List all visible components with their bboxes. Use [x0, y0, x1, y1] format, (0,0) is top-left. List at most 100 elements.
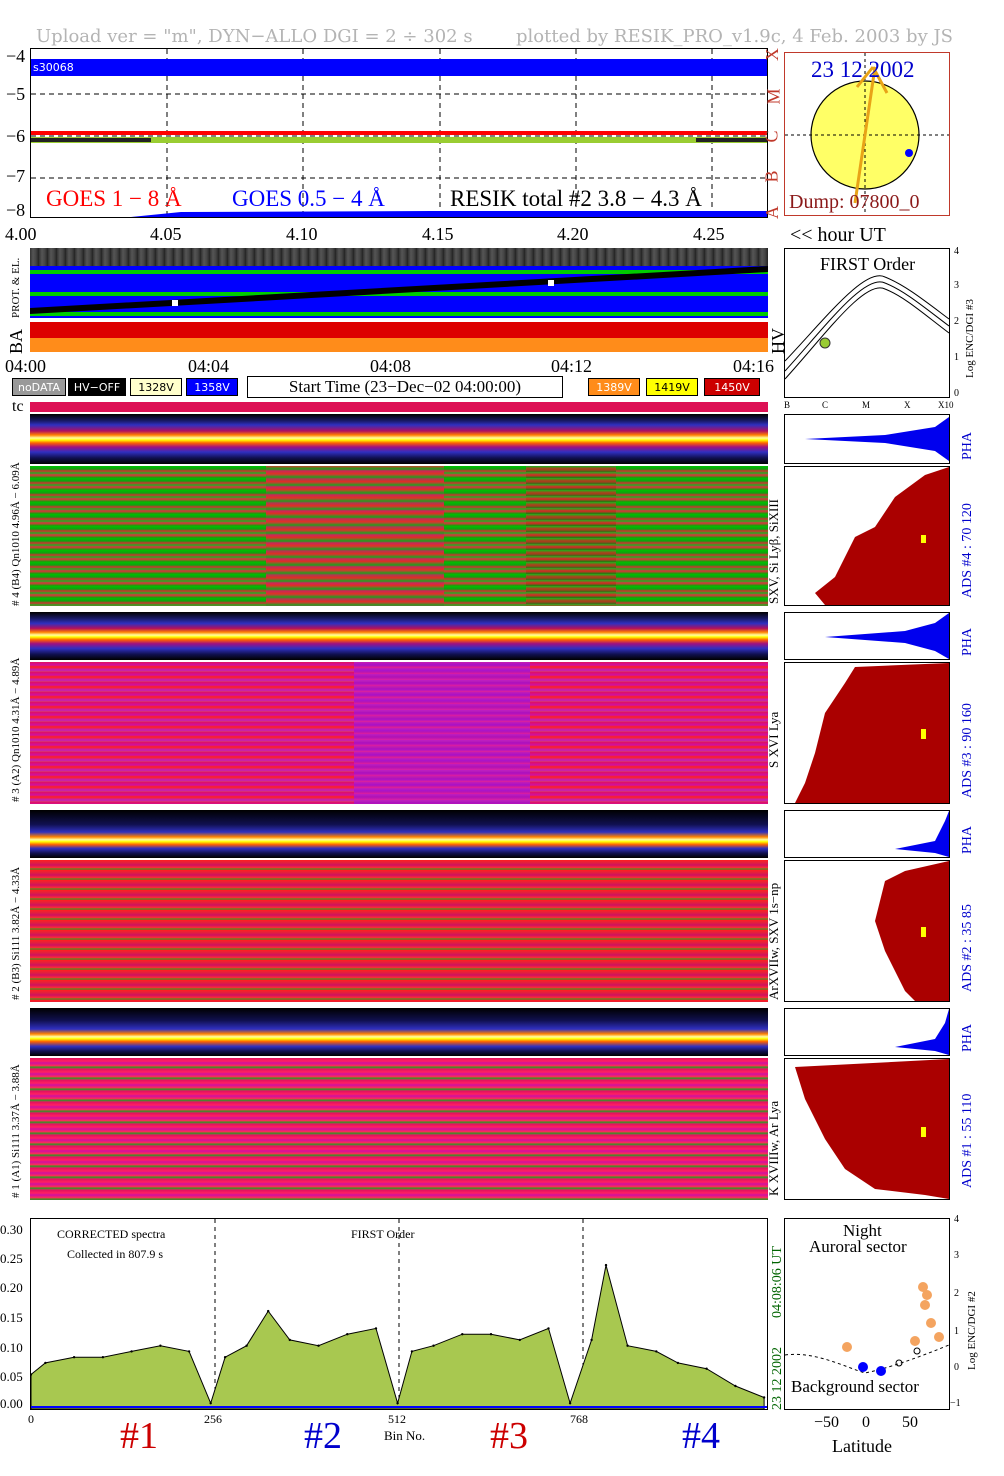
first-order-ylabel: Log ENC/DGI #3	[964, 299, 976, 378]
latitude-title-auroral: Auroral sector	[809, 1237, 907, 1256]
sun-orbit-track	[853, 66, 889, 204]
latitude-title-background: Background sector	[791, 1377, 919, 1396]
spectrum-panel: CORRECTED spectra Collected in 807.9 s F…	[30, 1218, 768, 1410]
auroral-point-5	[926, 1318, 936, 1328]
channel-3-line-label: S XVI Lya	[766, 711, 781, 768]
first-order-ytick-0: 0	[954, 388, 959, 399]
channel-4-ads-marker	[921, 535, 926, 543]
channel-1-pha-svg	[895, 1009, 949, 1055]
spectrum-point	[547, 1327, 550, 1330]
channel-3-pha-image	[30, 612, 768, 660]
channel-2-pha-fill	[895, 811, 949, 857]
spectrum-point	[44, 1361, 47, 1365]
goes-class-x: X	[762, 48, 782, 61]
latitude-ytick-2: 2	[954, 1288, 959, 1299]
spectrum-ytick-0.15: 0.15	[0, 1310, 23, 1325]
first-order-xtick-x: X	[904, 400, 911, 410]
latitude-panel: Night Auroral sector Background sector	[784, 1218, 950, 1410]
channel-3-pha-plot	[784, 612, 950, 660]
spectrum-ytick-0.00: 0.00	[0, 1396, 23, 1411]
spectrum-ytick-0.30: 0.30	[0, 1222, 23, 1237]
spectrum-point	[590, 1338, 593, 1342]
goes-black-noise-left	[31, 138, 151, 142]
section-label-4: #4	[682, 1415, 720, 1457]
time-tick-5: 04:16	[733, 356, 775, 376]
time-tick-2: 04:04	[188, 356, 230, 376]
spectrum-text-corrected: CORRECTED spectra	[57, 1227, 166, 1241]
spectrum-point	[101, 1356, 105, 1359]
hour-axis-label: << hour UT	[790, 224, 886, 246]
hour-tick-6: 4.25	[693, 224, 725, 244]
goes-black-noise-right	[696, 138, 767, 142]
goes-ytick-minus7: −7	[6, 166, 26, 186]
auroral-point-7	[910, 1336, 920, 1346]
channel-3-pha-svg	[825, 613, 949, 659]
spectrum-point	[317, 1344, 320, 1347]
first-order-ytick-2: 2	[954, 316, 959, 327]
channel-2-left-label: # 2 (B3) Si111 3.82Å − 4.33Å	[10, 866, 22, 1000]
section-label-1: #1	[120, 1415, 158, 1457]
hour-tick-5: 4.20	[557, 224, 589, 244]
channel-3-ads-marker	[921, 729, 926, 739]
channel-1-left-label: # 1 (A1) Si111 3.37Å − 3.88Å	[10, 1064, 22, 1198]
prot-el-diag-svg	[30, 266, 768, 314]
spectrum-text-first-order: FIRST Order	[351, 1227, 415, 1241]
spectrum-point	[705, 1367, 708, 1370]
spectrum-series-area	[31, 1264, 765, 1409]
legend-hv-off: HV−OFF	[68, 378, 126, 396]
latitude-xtick-0: 0	[862, 1414, 870, 1431]
channel-3-left-label: # 3 (A2) Qn1010 4.31Å − 4.89Å	[10, 657, 22, 802]
goes-ytick-minus8: −8	[6, 200, 26, 220]
legend-nodata: noDATA	[12, 378, 66, 396]
goes-class-b: B	[761, 170, 782, 183]
prot-el-green-1	[30, 270, 768, 274]
spectrum-point	[461, 1333, 464, 1336]
spectrum-point	[518, 1338, 521, 1342]
latitude-ytick-4: 4	[954, 1214, 959, 1225]
legend-1389v: 1389V	[588, 378, 640, 396]
goes-corner-label: s30068	[33, 61, 74, 74]
channel-1-spectrogram	[30, 1058, 768, 1200]
channel-2-ads-fill	[875, 861, 949, 1001]
spectrum-xlabel: Bin No.	[384, 1428, 426, 1443]
spectrum-point	[734, 1384, 737, 1388]
status-side-label-ba: BA	[6, 328, 26, 354]
channel-4-pha-image	[30, 414, 768, 464]
prot-el-marker-2	[548, 280, 554, 286]
goes-class-m: M	[763, 88, 784, 105]
channel-4-pha-label: PHA	[960, 431, 975, 460]
background-point-1	[858, 1362, 868, 1372]
spectrum-point	[604, 1263, 608, 1267]
spectrum-point	[267, 1309, 270, 1313]
channel-2-ads-marker	[921, 927, 926, 937]
first-order-marker	[819, 337, 831, 349]
spectrum-xtick-0: 0	[28, 1412, 34, 1426]
channel-1-pha-image	[30, 1008, 768, 1056]
auroral-point-6	[934, 1332, 944, 1342]
sun-position-dot	[905, 149, 913, 157]
first-order-xtick-x10: X10	[938, 400, 954, 410]
first-order-xtick-c: C	[822, 400, 829, 410]
legend-1328v: 1328V	[130, 378, 182, 396]
time-tick-3: 04:08	[370, 356, 412, 376]
hour-tick-3: 4.10	[286, 224, 318, 244]
ba-band-orange	[30, 338, 768, 352]
goes-gridlines	[31, 49, 767, 217]
spectrum-point	[130, 1350, 133, 1353]
first-order-curve-mid	[784, 281, 950, 372]
latitude-ytick-1: 1	[954, 1326, 959, 1337]
prot-el-green-3	[30, 312, 768, 316]
spectrum-xtick-256: 256	[204, 1412, 222, 1426]
channel-3-pha-label: PHA	[960, 627, 975, 656]
goes-class-c: C	[761, 130, 782, 143]
spectrum-point	[209, 1402, 212, 1405]
goes-plot-svg	[31, 49, 767, 217]
auroral-point-3	[922, 1290, 932, 1300]
latitude-ytick-0: 0	[954, 1362, 959, 1373]
legend-1419v: 1419V	[646, 378, 698, 396]
spectrum-point	[396, 1402, 399, 1405]
channel-3-ads-fill	[795, 663, 949, 803]
channel-3-ads-label: ADS #3 : 90 160	[960, 703, 975, 798]
legend-1450v: 1450V	[704, 378, 760, 396]
goes-legend-1-8: GOES 1 − 8 Å	[46, 186, 182, 211]
